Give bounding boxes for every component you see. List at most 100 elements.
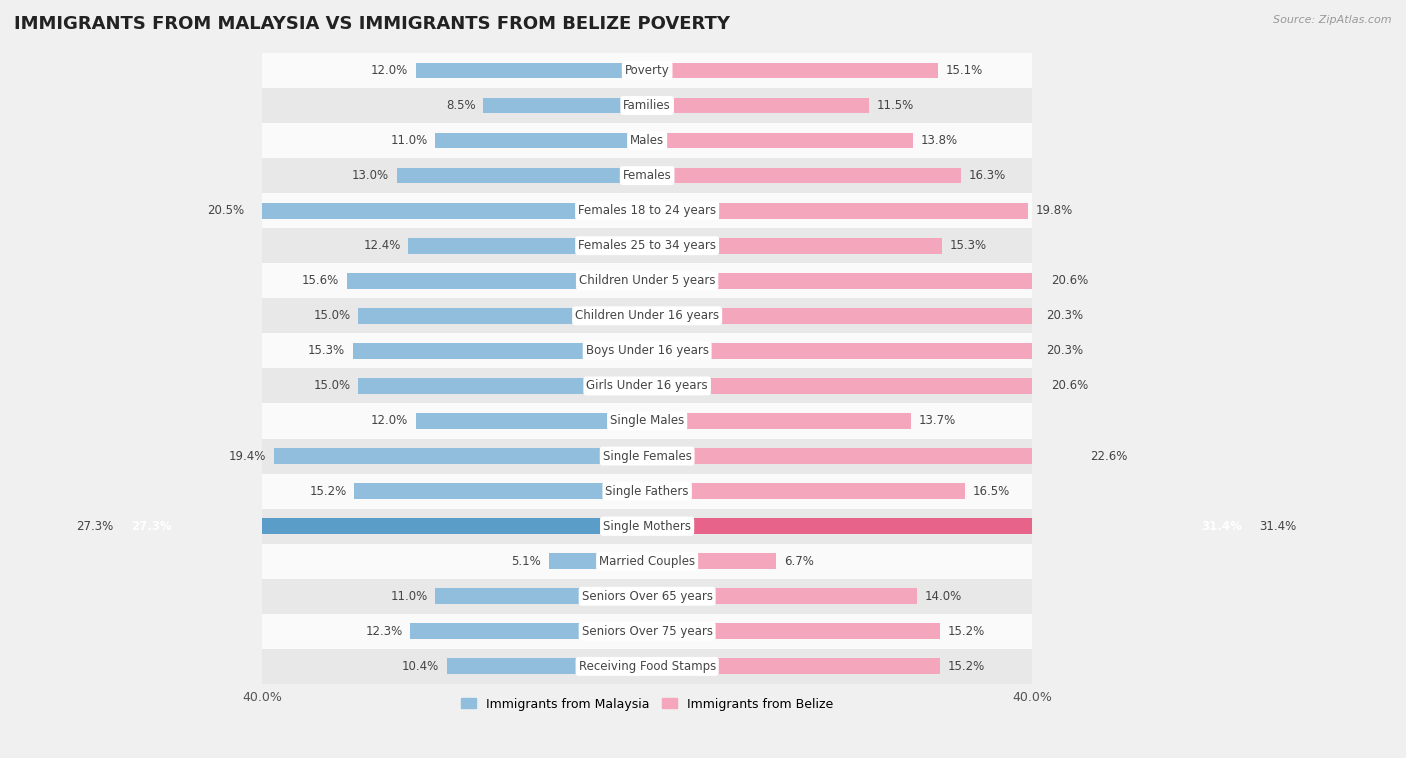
- Bar: [408, 238, 647, 254]
- Text: Girls Under 16 years: Girls Under 16 years: [586, 380, 709, 393]
- Text: 12.0%: 12.0%: [371, 64, 408, 77]
- Text: 13.7%: 13.7%: [918, 415, 956, 428]
- Text: Single Males: Single Males: [610, 415, 685, 428]
- Bar: [416, 413, 647, 429]
- Bar: [647, 63, 938, 78]
- Bar: [262, 579, 1032, 614]
- Text: 15.6%: 15.6%: [302, 274, 339, 287]
- Bar: [262, 509, 1032, 543]
- Bar: [647, 623, 939, 639]
- Bar: [353, 343, 647, 359]
- Text: Single Mothers: Single Mothers: [603, 520, 692, 533]
- Text: 15.0%: 15.0%: [314, 309, 350, 322]
- Text: Single Fathers: Single Fathers: [606, 484, 689, 497]
- Text: 6.7%: 6.7%: [785, 555, 814, 568]
- Bar: [647, 238, 942, 254]
- Bar: [647, 378, 1043, 394]
- Text: 13.8%: 13.8%: [921, 134, 957, 147]
- Text: 20.6%: 20.6%: [1052, 274, 1088, 287]
- Text: 12.0%: 12.0%: [371, 415, 408, 428]
- Bar: [411, 623, 647, 639]
- Text: 15.3%: 15.3%: [308, 344, 344, 357]
- Bar: [647, 98, 869, 114]
- Text: 20.3%: 20.3%: [1046, 344, 1083, 357]
- Text: 10.4%: 10.4%: [402, 660, 439, 673]
- Text: 16.3%: 16.3%: [969, 169, 1007, 182]
- Bar: [647, 518, 1251, 534]
- Text: Poverty: Poverty: [624, 64, 669, 77]
- Text: 31.4%: 31.4%: [1260, 520, 1296, 533]
- Bar: [253, 202, 647, 218]
- Bar: [121, 518, 647, 534]
- Text: 13.0%: 13.0%: [352, 169, 389, 182]
- Bar: [274, 448, 647, 464]
- Bar: [262, 649, 1032, 684]
- Text: Single Females: Single Females: [603, 449, 692, 462]
- Bar: [262, 88, 1032, 123]
- Bar: [647, 273, 1043, 289]
- Text: 19.4%: 19.4%: [229, 449, 266, 462]
- Bar: [262, 299, 1032, 334]
- Bar: [359, 378, 647, 394]
- Text: 20.3%: 20.3%: [1046, 309, 1083, 322]
- Text: 31.4%: 31.4%: [1201, 520, 1243, 533]
- Bar: [262, 263, 1032, 299]
- Text: Seniors Over 65 years: Seniors Over 65 years: [582, 590, 713, 603]
- Text: 11.0%: 11.0%: [391, 134, 427, 147]
- Bar: [262, 123, 1032, 158]
- Text: 15.0%: 15.0%: [314, 380, 350, 393]
- Bar: [647, 308, 1038, 324]
- Text: Females: Females: [623, 169, 672, 182]
- Text: Boys Under 16 years: Boys Under 16 years: [586, 344, 709, 357]
- Text: 15.2%: 15.2%: [309, 484, 347, 497]
- Bar: [647, 659, 939, 675]
- Bar: [262, 543, 1032, 579]
- Text: 8.5%: 8.5%: [446, 99, 475, 112]
- Bar: [436, 588, 647, 604]
- Bar: [647, 202, 1028, 218]
- Text: Receiving Food Stamps: Receiving Food Stamps: [578, 660, 716, 673]
- Text: Source: ZipAtlas.com: Source: ZipAtlas.com: [1274, 15, 1392, 25]
- Text: Children Under 16 years: Children Under 16 years: [575, 309, 720, 322]
- Text: Seniors Over 75 years: Seniors Over 75 years: [582, 625, 713, 637]
- Bar: [262, 334, 1032, 368]
- Text: 15.2%: 15.2%: [948, 660, 984, 673]
- Bar: [548, 553, 647, 569]
- Bar: [647, 483, 965, 499]
- Bar: [262, 614, 1032, 649]
- Bar: [347, 273, 647, 289]
- Bar: [262, 439, 1032, 474]
- Bar: [262, 228, 1032, 263]
- Bar: [647, 553, 776, 569]
- Bar: [359, 308, 647, 324]
- Bar: [262, 53, 1032, 88]
- Bar: [262, 158, 1032, 193]
- Text: 14.0%: 14.0%: [925, 590, 962, 603]
- Bar: [436, 133, 647, 149]
- Text: 11.5%: 11.5%: [876, 99, 914, 112]
- Text: 16.5%: 16.5%: [973, 484, 1010, 497]
- Text: 11.0%: 11.0%: [391, 590, 427, 603]
- Bar: [416, 63, 647, 78]
- Bar: [647, 133, 912, 149]
- Text: 15.3%: 15.3%: [949, 240, 987, 252]
- Text: Children Under 5 years: Children Under 5 years: [579, 274, 716, 287]
- Bar: [262, 403, 1032, 439]
- Bar: [647, 448, 1083, 464]
- Text: 27.3%: 27.3%: [76, 520, 114, 533]
- Bar: [396, 168, 647, 183]
- Bar: [262, 193, 1032, 228]
- Bar: [647, 413, 911, 429]
- Bar: [121, 518, 647, 534]
- Text: Females 25 to 34 years: Females 25 to 34 years: [578, 240, 716, 252]
- Text: Families: Families: [623, 99, 671, 112]
- Text: 12.4%: 12.4%: [363, 240, 401, 252]
- Bar: [647, 588, 917, 604]
- Bar: [647, 168, 962, 183]
- Text: 5.1%: 5.1%: [512, 555, 541, 568]
- Text: Males: Males: [630, 134, 664, 147]
- Text: 27.3%: 27.3%: [131, 520, 172, 533]
- Bar: [647, 343, 1038, 359]
- Legend: Immigrants from Malaysia, Immigrants from Belize: Immigrants from Malaysia, Immigrants fro…: [456, 693, 838, 716]
- Text: 15.2%: 15.2%: [948, 625, 984, 637]
